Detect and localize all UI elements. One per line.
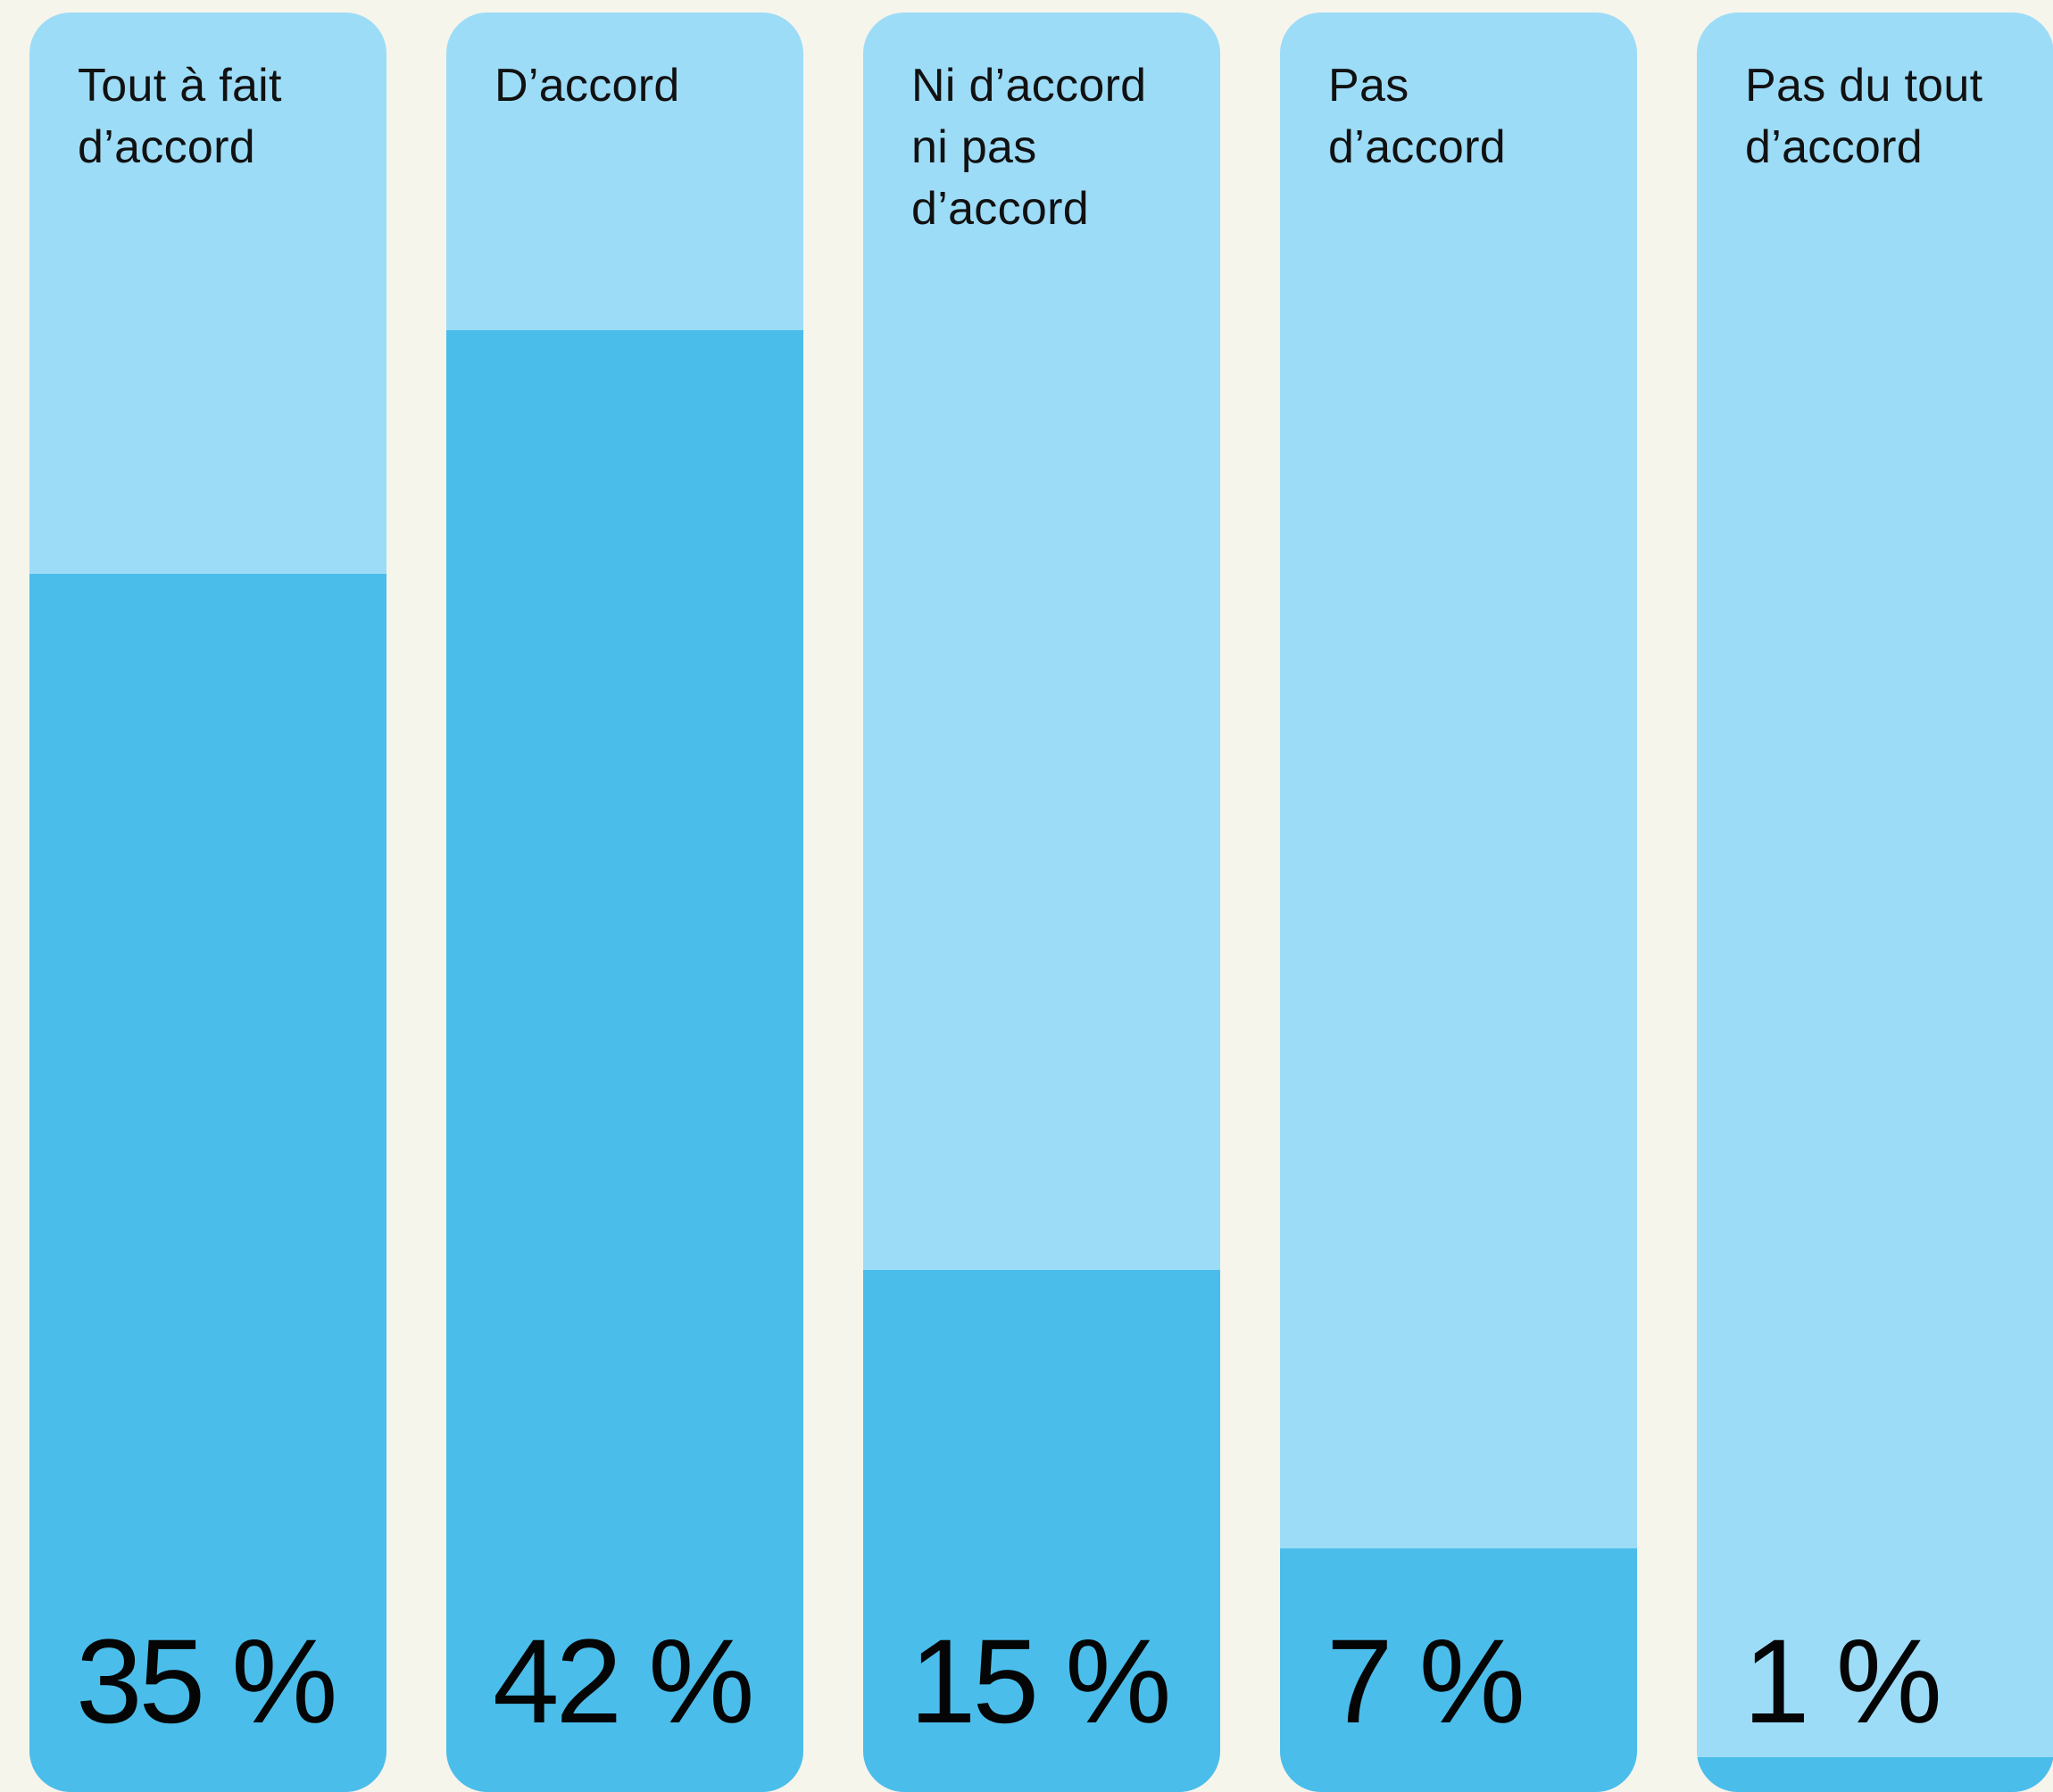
category-label: Tout à fait d’accord (78, 60, 282, 173)
bar-column: Tout à fait d’accord 35 % (29, 12, 386, 1792)
category-label: Pas du tout d’accord (1745, 60, 1983, 173)
bar-column: Ni d’accord ni pas d’accord 15 % (863, 12, 1220, 1792)
value-label: 35 % (76, 1615, 337, 1748)
category-label: Pas d’accord (1328, 60, 1506, 173)
category-label: D’accord (495, 60, 680, 112)
bar (29, 574, 386, 1792)
bar (863, 1270, 1220, 1792)
value-label: 15 % (910, 1615, 1171, 1748)
value-label: 1 % (1743, 1615, 1942, 1748)
bar (1697, 1757, 2053, 1792)
bar (446, 330, 803, 1792)
bar-column: Pas du tout d’accord 1 % (1697, 12, 2053, 1792)
value-label: 7 % (1326, 1615, 1525, 1748)
value-label: 42 % (493, 1615, 754, 1748)
bar-track (1280, 12, 1637, 1792)
bar-track (1697, 12, 2053, 1792)
bar-column: Pas d’accord 7 % (1280, 12, 1637, 1792)
bar-column: D’accord 42 % (446, 12, 803, 1792)
bar (1280, 1548, 1637, 1792)
category-label: Ni d’accord ni pas d’accord (911, 60, 1147, 235)
